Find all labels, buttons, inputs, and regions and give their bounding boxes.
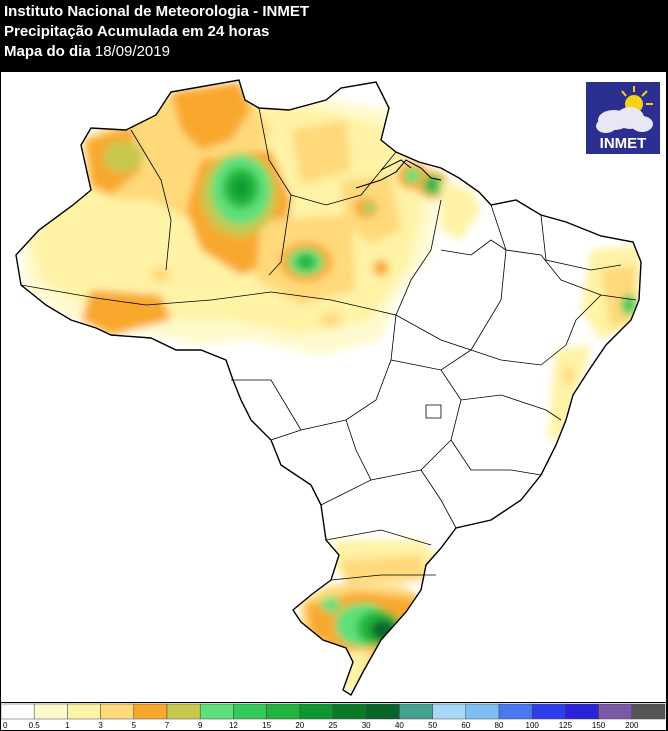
legend-swatch xyxy=(365,703,400,720)
legend-svg: 0 0.5 1 3 5 7 9 12 15 20 25 30 40 50 60 80 100 125 150 200 xyxy=(0,703,666,730)
legend-tick-label: 150 xyxy=(592,721,606,730)
legend-swatch xyxy=(166,703,201,720)
legend-swatch xyxy=(133,703,168,720)
legend-swatch xyxy=(631,703,666,720)
legend-swatch xyxy=(67,703,101,720)
legend-tick-label: 15 xyxy=(262,721,271,730)
legend-tick-label: 40 xyxy=(395,721,404,730)
legend-tick-label: 30 xyxy=(362,721,371,730)
legend-swatch xyxy=(565,703,599,720)
legend-swatch xyxy=(0,703,35,720)
brazil-map-svg xyxy=(15,79,642,696)
legend-swatch xyxy=(332,703,367,720)
legend-swatch xyxy=(432,703,467,720)
legend-swatch xyxy=(399,703,433,720)
legend-swatch xyxy=(199,703,234,720)
legend-swatch xyxy=(531,703,566,720)
precipitation-map xyxy=(1,72,666,702)
legend-swatch xyxy=(498,703,533,720)
legend-tick-label: 50 xyxy=(428,721,437,730)
legend-swatch xyxy=(33,703,68,720)
legend-tick-label: 1 xyxy=(65,721,70,730)
legend-tick-label: 25 xyxy=(329,721,338,730)
institution-title: Instituto Nacional de Meteorologia - INM… xyxy=(4,3,310,20)
map-date-line: Mapa do dia 18/09/2019 xyxy=(4,42,170,62)
legend-tick-label: 0.5 xyxy=(29,721,41,730)
legend-swatch xyxy=(598,703,633,720)
legend-tick-label: 20 xyxy=(295,721,304,730)
coastline-detail xyxy=(355,159,442,189)
legend-tick-label: 3 xyxy=(98,721,103,730)
legend-tick-label: 5 xyxy=(132,721,137,730)
sun-cloud-icon: INMET xyxy=(586,82,660,154)
legend-tick-label: 0 xyxy=(3,721,8,730)
legend-swatch xyxy=(299,703,334,720)
legend-tick-label: 125 xyxy=(559,721,573,730)
precip-fill-layer xyxy=(16,80,641,695)
state-borders xyxy=(20,107,637,581)
legend-tick-label: 9 xyxy=(198,721,203,730)
legend-swatch xyxy=(465,703,500,720)
inmet-logo: INMET xyxy=(586,82,660,154)
logo-text: INMET xyxy=(600,135,647,152)
legend-tick-label: 60 xyxy=(461,721,470,730)
legend-tick-label: 200 xyxy=(625,721,639,730)
header: Instituto Nacional de Meteorologia - INM… xyxy=(0,0,668,72)
map-date-label: Mapa do dia xyxy=(4,43,91,60)
legend-swatch xyxy=(266,703,301,720)
legend-tick-label: 100 xyxy=(526,721,540,730)
map-date: 18/09/2019 xyxy=(94,43,170,60)
legend-tick-label: 80 xyxy=(495,721,504,730)
precip-legend: 0 0.5 1 3 5 7 9 12 15 20 25 30 40 50 60 80 100 125 150 200 xyxy=(0,703,666,730)
legend-swatch xyxy=(100,703,135,720)
legend-swatch xyxy=(233,703,267,720)
legend-tick-label: 7 xyxy=(165,721,170,730)
legend-tick-label: 12 xyxy=(229,721,238,730)
map-subtitle: Precipitação Acumulada em 24 horas xyxy=(4,23,270,40)
